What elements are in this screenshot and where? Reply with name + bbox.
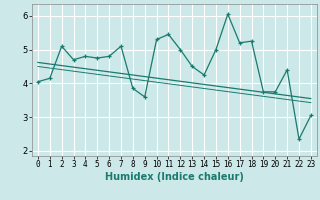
X-axis label: Humidex (Indice chaleur): Humidex (Indice chaleur) xyxy=(105,172,244,182)
